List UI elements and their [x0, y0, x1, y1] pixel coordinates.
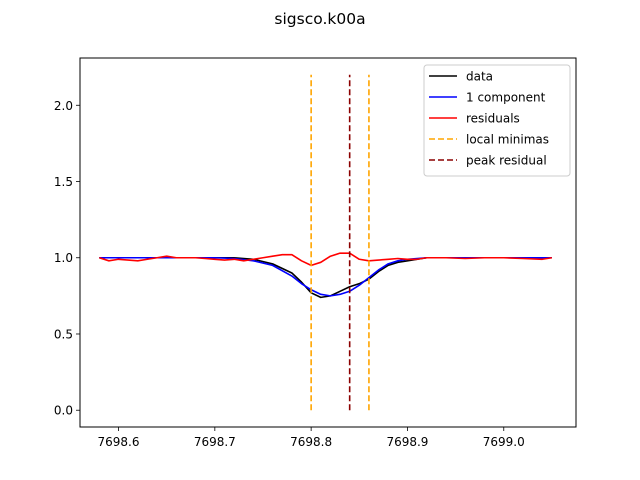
y-tick-label: 0.0	[54, 404, 73, 418]
y-tick-label: 2.0	[54, 99, 73, 113]
y-tick-label: 0.5	[54, 327, 73, 341]
y-tick-label: 1.5	[54, 175, 73, 189]
y-tick-label: 1.0	[54, 251, 73, 265]
x-tick-label: 7698.6	[98, 435, 140, 449]
legend-box	[423, 64, 571, 177]
series-layer	[99, 74, 553, 411]
legend: data 1 component residuals local minimas pea…	[423, 64, 571, 177]
legend-label: peak residual	[466, 154, 547, 168]
plot-frame	[79, 57, 577, 428]
legend-label: data	[466, 70, 493, 84]
legend-label: residuals	[466, 112, 520, 126]
series-line-2	[99, 252, 553, 267]
legend-label: local minimas	[466, 133, 549, 147]
chart-title: sigsco.k00a	[274, 10, 365, 28]
axes-layer: 7698.6 7698.7 7698.8 7698.9 7699.0 0.0 0.5 1.0 1…	[54, 99, 525, 449]
legend-label: 1 component	[466, 91, 546, 105]
x-tick-label: 7698.8	[290, 435, 332, 449]
x-tick-label: 7698.9	[386, 435, 428, 449]
x-tick-label: 7699.0	[483, 435, 525, 449]
x-tick-label: 7698.7	[194, 435, 236, 449]
